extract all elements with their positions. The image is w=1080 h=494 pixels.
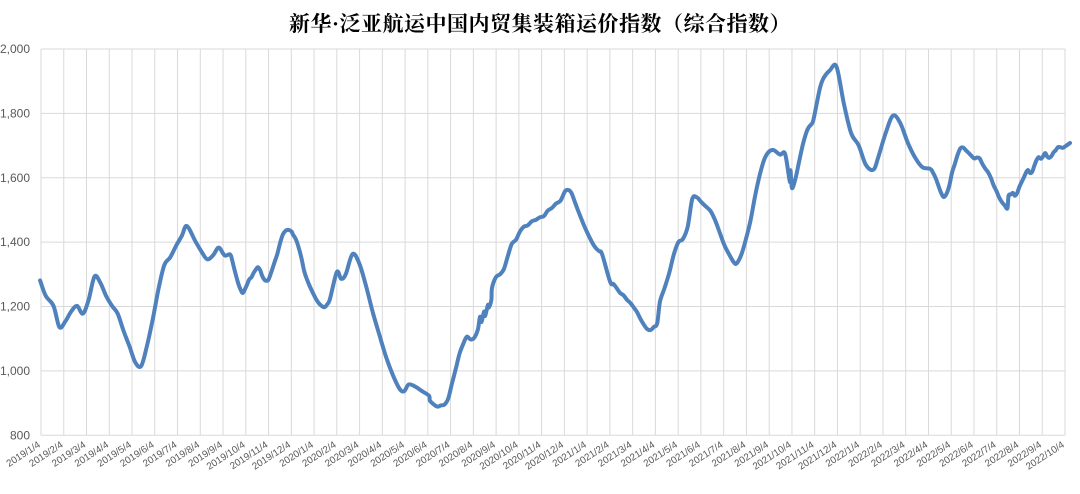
svg-text:1,200: 1,200 <box>0 300 30 314</box>
svg-text:1,000: 1,000 <box>0 364 30 378</box>
svg-text:800: 800 <box>10 428 30 442</box>
svg-text:1,400: 1,400 <box>0 235 30 249</box>
svg-text:1,600: 1,600 <box>0 171 30 185</box>
svg-text:1,800: 1,800 <box>0 106 30 120</box>
svg-text:2,000: 2,000 <box>0 42 30 56</box>
